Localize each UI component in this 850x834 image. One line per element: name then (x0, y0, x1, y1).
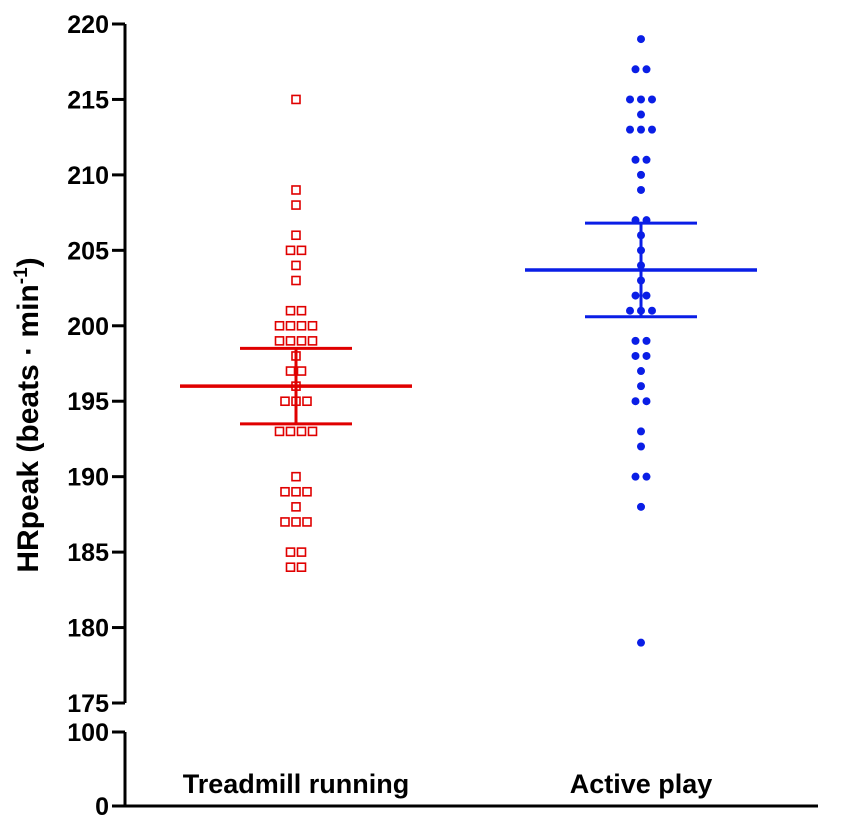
data-point (642, 336, 651, 345)
data-point (285, 426, 296, 437)
data-point (307, 336, 318, 346)
data-point (626, 95, 634, 104)
data-point (642, 472, 651, 481)
data-point (637, 367, 645, 376)
data-point (296, 336, 307, 346)
series-2 (525, 35, 757, 647)
axes (112, 24, 818, 808)
y-axis-title-main: HRpeak (beats · min (12, 284, 45, 572)
data-point (296, 305, 307, 316)
data-point (296, 426, 307, 437)
data-point (302, 396, 312, 407)
data-point (291, 185, 301, 195)
data-point (637, 185, 645, 194)
data-point (637, 442, 645, 451)
data-point (642, 155, 651, 164)
data-point (307, 426, 318, 437)
data-point (637, 502, 645, 511)
y-upper-tick-label-185: 185 (67, 539, 109, 567)
data-point (285, 305, 296, 316)
data-point (648, 95, 656, 104)
y-upper-tick-label-220: 220 (67, 11, 109, 39)
x-category-label-2: Active play (570, 769, 713, 799)
data-point (296, 562, 307, 573)
y-lower-tick-label-0: 0 (95, 793, 109, 821)
data-point (285, 562, 296, 573)
y-ticks-lower: 0 100 (67, 719, 125, 821)
data-point (642, 291, 651, 300)
data-point (280, 486, 290, 497)
data-point (631, 155, 640, 164)
data-point (285, 366, 296, 376)
data-point (291, 94, 301, 105)
data-point (285, 245, 296, 256)
data-point (291, 502, 301, 512)
data-point (637, 110, 645, 119)
data-point (274, 426, 285, 437)
y-ticks-upper: 175 180 185 190 195 200 205 210 215 220 (67, 11, 125, 718)
data-point (648, 125, 656, 134)
data-point (637, 35, 645, 44)
y-upper-tick-label-195: 195 (67, 388, 109, 416)
data-point (280, 517, 290, 527)
data-point (637, 95, 645, 104)
y-axis-title-close: ) (12, 257, 45, 267)
data-point (274, 336, 285, 346)
data-point (296, 320, 307, 331)
data-point (291, 200, 301, 210)
data-point (637, 170, 645, 179)
y-upper-tick-label-200: 200 (67, 313, 109, 341)
data-point (637, 638, 645, 647)
data-point (285, 547, 296, 557)
y-upper-tick-label-190: 190 (67, 464, 109, 492)
y-upper-tick-label-215: 215 (67, 86, 109, 114)
data-point (296, 366, 307, 376)
data-point (631, 397, 640, 406)
data-point (637, 382, 645, 391)
data-point (291, 517, 301, 527)
data-point (642, 351, 651, 360)
data-point (642, 65, 651, 74)
data-point (626, 306, 634, 315)
data-point (307, 320, 318, 331)
data-point (274, 320, 285, 331)
y-upper-tick-label-205: 205 (67, 237, 109, 265)
data-point (302, 517, 312, 527)
data-point (631, 472, 640, 481)
data-point (291, 260, 301, 271)
y-axis-title: HRpeak (beats · min-1) (11, 257, 45, 572)
data-point (291, 230, 301, 241)
y-upper-tick-label-210: 210 (67, 162, 109, 190)
series-1 (180, 94, 412, 573)
x-category-label-1: Treadmill running (183, 769, 410, 799)
data-point (648, 306, 656, 315)
y-axis-title-superscript: -1 (11, 267, 32, 284)
data-point (626, 125, 634, 134)
data-point (291, 275, 301, 286)
data-point (291, 471, 301, 482)
data-point (296, 547, 307, 557)
y-lower-tick-label-100: 100 (67, 719, 109, 747)
data-point (637, 125, 645, 134)
data-point (631, 65, 640, 74)
data-point (285, 320, 296, 331)
x-category-labels: Treadmill running Active play (183, 769, 713, 799)
data-point (631, 351, 640, 360)
data-point (291, 486, 301, 497)
y-upper-tick-label-180: 180 (67, 615, 109, 643)
y-upper-tick-label-175: 175 (67, 690, 109, 718)
data-point (642, 397, 651, 406)
data-point (296, 245, 307, 256)
data-point (285, 336, 296, 346)
data-point (631, 291, 640, 300)
series-layer (180, 35, 757, 647)
data-point (637, 427, 645, 436)
data-point (302, 486, 312, 497)
data-point (631, 336, 640, 345)
data-point (280, 396, 290, 407)
